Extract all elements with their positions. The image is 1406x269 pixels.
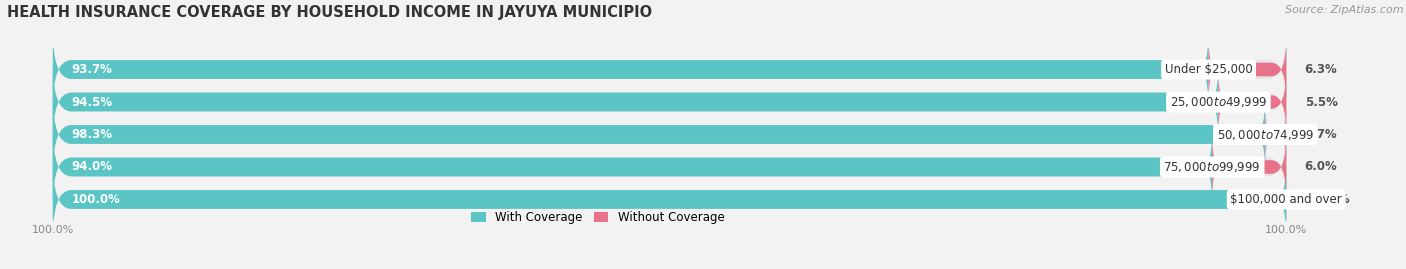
FancyBboxPatch shape bbox=[53, 30, 1286, 109]
Text: 93.7%: 93.7% bbox=[72, 63, 112, 76]
Text: 94.0%: 94.0% bbox=[72, 161, 112, 174]
Text: 5.5%: 5.5% bbox=[1305, 95, 1337, 108]
Text: $50,000 to $74,999: $50,000 to $74,999 bbox=[1216, 128, 1315, 141]
Text: 100.0%: 100.0% bbox=[72, 193, 120, 206]
FancyBboxPatch shape bbox=[1265, 102, 1286, 167]
Text: 0.0%: 0.0% bbox=[1317, 193, 1350, 206]
FancyBboxPatch shape bbox=[1286, 182, 1310, 217]
FancyBboxPatch shape bbox=[53, 128, 1286, 206]
Legend: With Coverage, Without Coverage: With Coverage, Without Coverage bbox=[467, 206, 730, 228]
Text: $100,000 and over: $100,000 and over bbox=[1230, 193, 1343, 206]
FancyBboxPatch shape bbox=[1219, 70, 1286, 134]
Text: 1.7%: 1.7% bbox=[1305, 128, 1337, 141]
Text: Source: ZipAtlas.com: Source: ZipAtlas.com bbox=[1285, 5, 1403, 15]
FancyBboxPatch shape bbox=[53, 160, 1286, 239]
FancyBboxPatch shape bbox=[1212, 135, 1286, 199]
Text: HEALTH INSURANCE COVERAGE BY HOUSEHOLD INCOME IN JAYUYA MUNICIPIO: HEALTH INSURANCE COVERAGE BY HOUSEHOLD I… bbox=[7, 5, 652, 20]
FancyBboxPatch shape bbox=[53, 95, 1265, 174]
FancyBboxPatch shape bbox=[1209, 37, 1286, 102]
Text: 6.0%: 6.0% bbox=[1305, 161, 1337, 174]
FancyBboxPatch shape bbox=[53, 95, 1286, 174]
FancyBboxPatch shape bbox=[53, 160, 1286, 239]
Text: 98.3%: 98.3% bbox=[72, 128, 112, 141]
FancyBboxPatch shape bbox=[53, 128, 1212, 206]
Text: $75,000 to $99,999: $75,000 to $99,999 bbox=[1164, 160, 1261, 174]
FancyBboxPatch shape bbox=[53, 30, 1209, 109]
Text: 6.3%: 6.3% bbox=[1305, 63, 1337, 76]
Text: $25,000 to $49,999: $25,000 to $49,999 bbox=[1170, 95, 1267, 109]
FancyBboxPatch shape bbox=[53, 63, 1286, 141]
Text: 94.5%: 94.5% bbox=[72, 95, 112, 108]
FancyBboxPatch shape bbox=[53, 63, 1219, 141]
Text: Under $25,000: Under $25,000 bbox=[1164, 63, 1253, 76]
